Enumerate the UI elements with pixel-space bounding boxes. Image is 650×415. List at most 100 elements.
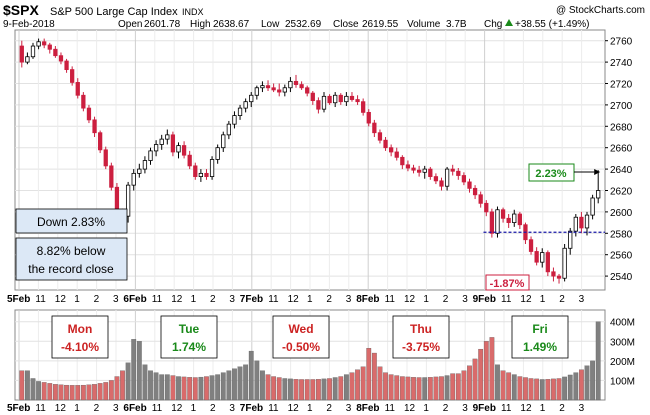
volume-bar	[439, 376, 444, 401]
candle-body	[361, 101, 366, 113]
candle-body	[53, 48, 58, 57]
time-tick-label: 12	[171, 294, 183, 305]
candle-body	[288, 80, 293, 89]
candle-body	[243, 101, 248, 109]
volume-bar	[590, 360, 595, 401]
day-box-wed: Wed -0.50%	[272, 315, 330, 359]
high-value: 2638.67	[213, 19, 250, 30]
time-tick-label: 11	[35, 294, 46, 305]
volume-bar	[343, 374, 349, 401]
price-tick-label: 2680	[610, 122, 633, 133]
volume-time-tick-label: 5Feb	[7, 403, 30, 414]
volume-bar	[478, 348, 484, 401]
volume-bar	[371, 352, 377, 401]
candle-body	[506, 217, 511, 223]
volume-bar	[220, 372, 226, 401]
candle-body	[165, 134, 170, 140]
candle-body	[265, 85, 271, 89]
volume-time-tick-label: 11	[501, 403, 512, 414]
price-tick-label: 2740	[610, 58, 633, 69]
volume-bar	[52, 384, 58, 401]
volume-bar	[226, 370, 232, 401]
gain-annotation: 2.23%	[528, 163, 601, 182]
volume-bar	[36, 381, 41, 401]
price-tick-label: 2580	[610, 229, 633, 240]
volume-bar	[422, 377, 428, 401]
price-tick-label: 2600	[610, 208, 633, 219]
candle-body	[47, 44, 52, 50]
volume-bar	[556, 378, 562, 401]
volume-bar	[366, 348, 372, 401]
low-annotation: -1.87%	[485, 274, 530, 291]
candle-body	[327, 95, 332, 104]
volume-bar	[416, 377, 422, 401]
volume-time-tick-label: 12	[55, 403, 67, 414]
candle-body	[461, 175, 467, 183]
candle-body	[556, 275, 562, 279]
volume-bar	[69, 385, 75, 401]
high-label: High	[190, 19, 211, 30]
time-tick-label: 3	[579, 294, 585, 305]
quote-date: 9-Feb-2018	[3, 19, 55, 30]
time-tick-label: 7Feb	[240, 294, 263, 305]
time-tick-label: 3	[229, 294, 235, 305]
down-annotation: Down 2.83%	[15, 208, 128, 234]
candle-body	[383, 139, 388, 149]
candle-body	[170, 134, 176, 153]
price-y-axis: 2540 2560 2580 2600 2620 2640 2660 2680 2700 2720…	[605, 37, 633, 283]
index-name: S&P 500 Large Cap Index	[50, 6, 178, 18]
candle-body	[153, 144, 159, 152]
volume-time-tick-label: 2	[210, 403, 216, 414]
volume-time-tick-label: 11	[35, 403, 46, 414]
volume-bar	[142, 364, 148, 401]
candle-body	[456, 170, 461, 176]
candle-body	[500, 209, 506, 219]
chg-label: Chg	[484, 19, 502, 30]
candle-body	[467, 181, 472, 189]
volume-bar	[349, 372, 355, 401]
candle-body	[277, 89, 282, 93]
volume-bar	[405, 376, 411, 401]
candle-body	[226, 123, 231, 136]
candle-body	[568, 230, 573, 249]
candle-body	[187, 154, 192, 167]
volume-time-tick-label: 3	[113, 403, 119, 414]
record-annotation: 8.82% below the record close	[15, 237, 128, 281]
candle-body	[293, 80, 299, 85]
volume-bar	[467, 365, 472, 401]
volume-bar	[567, 374, 573, 401]
candle-body	[366, 111, 371, 124]
volume-bar	[327, 378, 332, 401]
day-box-label: Thu	[410, 322, 432, 336]
price-tick-label: 2720	[610, 79, 633, 90]
day-box-label: Tue	[179, 322, 200, 336]
candle-body	[81, 94, 86, 109]
candle-body	[433, 176, 439, 182]
day-box-pct: -4.10%	[61, 340, 99, 354]
candle-body	[540, 252, 545, 263]
volume-bar	[299, 379, 304, 401]
candle-body	[405, 164, 411, 169]
candle-body	[103, 149, 108, 167]
day-box-frame	[51, 315, 109, 359]
candle-body	[372, 122, 377, 134]
volume-bar	[338, 376, 344, 401]
volume-bar	[534, 378, 540, 401]
volume-bar	[176, 376, 181, 401]
candle-body	[579, 216, 584, 229]
candle-body	[394, 151, 399, 158]
volume-bar	[215, 374, 221, 401]
candle-body	[512, 213, 517, 223]
volume-bar	[316, 379, 321, 401]
time-tick-label: 12	[404, 294, 416, 305]
volume-time-tick-label: 1	[74, 403, 80, 414]
volume-tick-label: 400M	[610, 318, 635, 329]
candle-body	[215, 147, 220, 160]
day-box-frame	[392, 315, 450, 359]
candle-body	[411, 167, 416, 171]
volume-bar	[232, 368, 237, 401]
candle-body	[389, 147, 394, 153]
low-value: 2532.69	[285, 19, 322, 30]
price-tick-label: 2660	[610, 144, 633, 155]
time-tick-label: 2	[559, 294, 565, 305]
